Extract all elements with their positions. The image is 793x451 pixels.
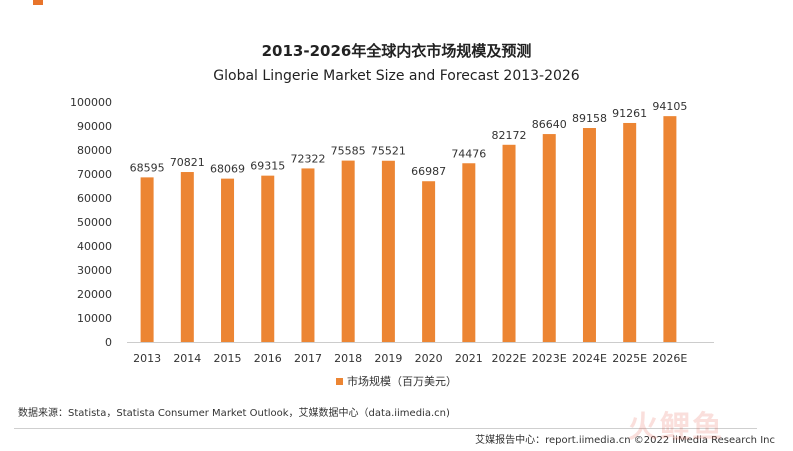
bar: [140, 177, 154, 342]
x-tick-label: 2019: [374, 352, 402, 365]
bar-value-label: 69315: [250, 160, 285, 173]
chart-subtitle: Global Lingerie Market Size and Forecast…: [213, 68, 580, 84]
bar-value-label: 86640: [532, 118, 567, 131]
legend-swatch: [336, 378, 343, 385]
chart-title: 2013-2026年全球内衣市场规模及预测: [261, 42, 532, 60]
bar-series: [140, 116, 677, 342]
y-tick-label: 90000: [77, 120, 112, 133]
bar: [623, 122, 637, 342]
bar: [301, 168, 315, 342]
x-axis: 2013 2014 2015 2016 2017 2018 2019 2020 2021 2022…: [133, 352, 687, 365]
y-tick-label: 80000: [77, 144, 112, 157]
chart-legend: 市场规模（百万美元）: [0, 373, 793, 389]
y-axis: 0 10000 20000 30000 40000 50000 60000 70000 8000…: [70, 96, 112, 349]
watermark-logo: 火鲤鱼: [628, 410, 724, 445]
bar: [462, 163, 476, 342]
bar-value-label: 75585: [331, 145, 366, 158]
footer-divider: [14, 428, 757, 429]
bar-value-label: 94105: [652, 100, 687, 113]
x-tick-label: 2022E: [492, 352, 527, 365]
bar-value-label: 91261: [612, 107, 647, 120]
x-tick-label: 2025E: [612, 352, 647, 365]
bar-chart: 0 10000 20000 30000 40000 50000 60000 70000 8000…: [70, 96, 714, 365]
bar-value-label: 72322: [290, 152, 325, 165]
bar-value-label: 89158: [572, 112, 607, 125]
y-tick-label: 60000: [77, 192, 112, 205]
corner-accent-mark: [33, 0, 43, 5]
bar: [663, 116, 677, 342]
bar-value-label: 74476: [451, 147, 486, 160]
y-tick-label: 70000: [77, 168, 112, 181]
x-tick-label: 2024E: [572, 352, 607, 365]
bar: [381, 160, 395, 342]
x-tick-label: 2020: [415, 352, 443, 365]
bar: [542, 134, 556, 342]
bar: [261, 175, 275, 342]
x-tick-label: 2023E: [532, 352, 567, 365]
bar-value-label: 75521: [371, 145, 406, 158]
x-tick-label: 2018: [334, 352, 362, 365]
bar-value-label: 68595: [130, 161, 165, 174]
x-tick-label: 2017: [294, 352, 322, 365]
y-tick-label: 30000: [77, 264, 112, 277]
bar-value-label: 82172: [492, 129, 527, 142]
bar: [221, 178, 235, 342]
x-tick-label: 2026E: [652, 352, 687, 365]
y-tick-label: 50000: [77, 216, 112, 229]
legend-label: 市场规模（百万美元）: [347, 375, 457, 388]
bar-value-label: 68069: [210, 163, 245, 176]
report-footer: 艾媒报告中心：report.iimedia.cn ©2022 iiMedia R…: [475, 435, 775, 446]
x-tick-label: 2014: [173, 352, 201, 365]
bar: [582, 128, 596, 342]
x-tick-label: 2015: [214, 352, 242, 365]
y-tick-label: 10000: [77, 312, 112, 325]
bar-data-labels: 68595 70821 68069 69315 72322 75585 75521 66987…: [130, 100, 688, 178]
x-tick-label: 2016: [254, 352, 282, 365]
bar: [341, 160, 355, 342]
bar: [502, 144, 516, 342]
x-tick-label: 2013: [133, 352, 161, 365]
bar: [180, 172, 194, 342]
y-tick-label: 0: [105, 336, 112, 349]
y-tick-label: 100000: [70, 96, 112, 109]
y-tick-label: 40000: [77, 240, 112, 253]
data-source-note: 数据来源：Statista，Statista Consumer Market O…: [18, 408, 450, 419]
bar: [422, 181, 436, 342]
y-tick-label: 20000: [77, 288, 112, 301]
bar-value-label: 66987: [411, 165, 446, 178]
x-tick-label: 2021: [455, 352, 483, 365]
bar-value-label: 70821: [170, 156, 205, 169]
